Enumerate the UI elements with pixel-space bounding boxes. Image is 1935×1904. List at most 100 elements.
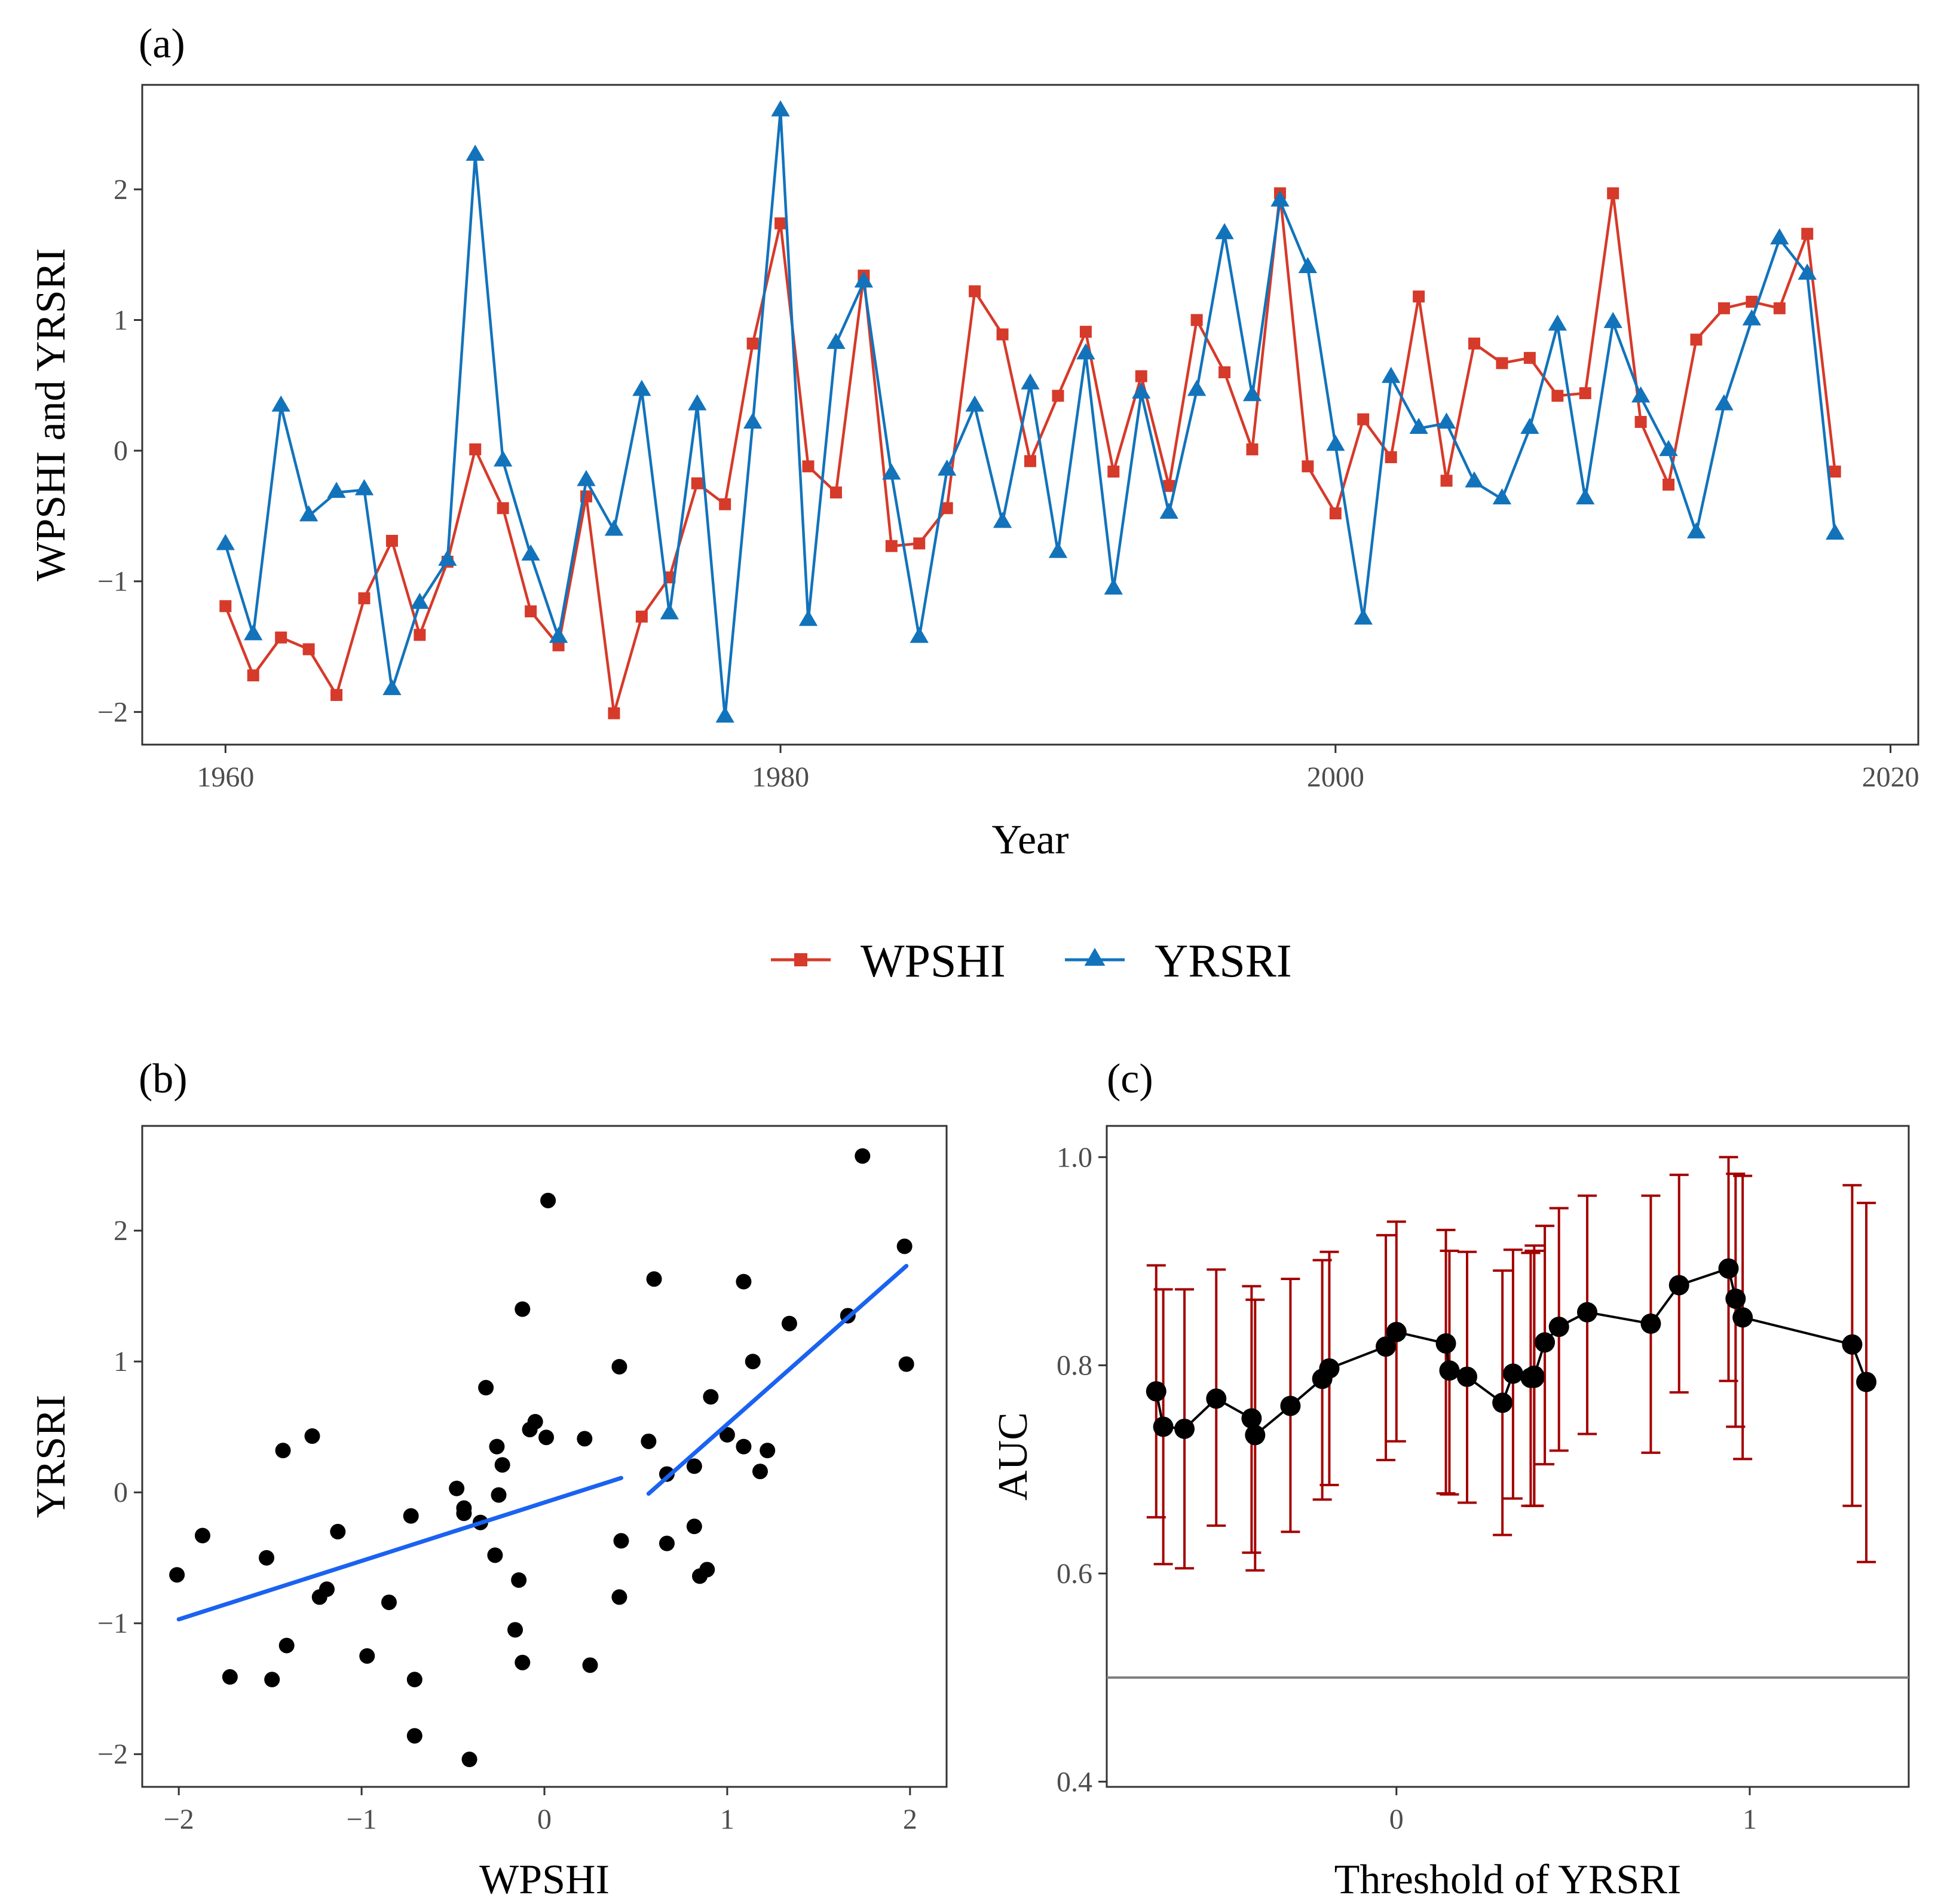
x-tick-label: 1 <box>1743 1804 1757 1835</box>
yrsri-point <box>1437 412 1456 429</box>
auc-point <box>1577 1302 1598 1323</box>
panel-c-frame <box>1106 1125 1910 1788</box>
x-axis-title: WPSHI <box>479 1857 610 1903</box>
yrsri-point <box>438 549 457 566</box>
wpshi-point <box>469 443 482 455</box>
yrsri-point <box>1576 488 1595 505</box>
auc-point <box>1502 1363 1523 1384</box>
wpshi-point <box>1135 370 1147 382</box>
legend-key-marker-wpshi <box>794 953 807 966</box>
wpshi-point <box>219 600 232 613</box>
auc-point <box>1842 1334 1863 1355</box>
x-tick-label: 0 <box>1389 1804 1404 1835</box>
yrsri-point <box>382 679 402 696</box>
auc-point <box>1206 1388 1227 1409</box>
yrsri-point <box>549 626 568 643</box>
y-tick-label: 2 <box>114 174 128 206</box>
wpshi-point <box>941 502 953 515</box>
wpshi-point <box>691 477 703 489</box>
panel-b-label: (b) <box>139 1056 188 1102</box>
scatter-point <box>491 1487 507 1503</box>
auc-point <box>1146 1381 1166 1402</box>
yrsri-point <box>882 463 901 480</box>
scatter-point <box>494 1457 510 1473</box>
wpshi-point <box>885 540 898 552</box>
yrsri-point <box>1826 524 1845 540</box>
yrsri-point <box>938 459 957 476</box>
wpshi-point <box>829 486 842 499</box>
wpshi-point <box>1302 460 1314 473</box>
x-tick-label: 1980 <box>752 761 809 793</box>
scatter-point <box>719 1427 735 1443</box>
wpshi-point <box>1829 466 1841 478</box>
scatter-point <box>456 1505 472 1522</box>
scatter-point <box>515 1301 531 1317</box>
wpshi-point <box>719 498 731 510</box>
yrsri-point <box>521 544 540 561</box>
wpshi-point <box>247 669 259 682</box>
wpshi-point <box>497 502 509 515</box>
panel-b-frame <box>141 1125 948 1788</box>
yrsri-point <box>410 592 430 609</box>
scatter-point <box>582 1657 598 1673</box>
yrsri-point <box>1770 228 1789 244</box>
wpshi-point <box>1551 390 1564 402</box>
panel-a-line-chart: 1960 1980 2000 2020 −2 −1 0 1 2 Year WPSHI and YRS… <box>28 84 1919 863</box>
wpshi-point <box>1107 466 1120 478</box>
x-tick-label: 1 <box>720 1804 734 1835</box>
yrsri-point <box>1354 608 1373 625</box>
scatter-point <box>699 1562 715 1578</box>
yrsri-point <box>271 395 290 412</box>
auc-point <box>1856 1372 1877 1392</box>
wpshi-point <box>1440 475 1453 487</box>
wpshi-point <box>1052 390 1064 402</box>
scatter-point <box>461 1752 477 1768</box>
yrsri-point <box>771 100 790 117</box>
wpshi-point <box>1496 357 1508 369</box>
scatter-point <box>686 1458 702 1474</box>
x-tick-label: −2 <box>164 1804 194 1835</box>
y-tick-label: 1 <box>114 305 128 336</box>
yrsri-point <box>993 512 1012 528</box>
y-tick-label: 1 <box>114 1346 128 1378</box>
scatter-point <box>686 1519 702 1535</box>
y-tick-label: −1 <box>97 566 128 598</box>
y-tick-label: 2 <box>114 1215 128 1247</box>
yrsri-point <box>1326 434 1345 451</box>
yrsri-point <box>1242 385 1262 402</box>
auc-point <box>1457 1366 1478 1387</box>
wpshi-point <box>1163 480 1175 492</box>
yrsri-point <box>854 271 874 288</box>
y-tick-label: 0.8 <box>1057 1350 1092 1382</box>
wpshi-point <box>1773 302 1786 314</box>
wpshi-point <box>996 328 1009 341</box>
yrsri-point <box>1021 373 1040 390</box>
wpshi-point <box>1662 478 1675 491</box>
yrsri-point <box>604 519 624 536</box>
wpshi-point <box>1024 455 1036 467</box>
x-tick-label: −1 <box>347 1804 377 1835</box>
yrsri-point <box>1492 488 1512 505</box>
scatter-point <box>659 1535 675 1551</box>
wpshi-point <box>802 460 815 473</box>
panel-c-label: (c) <box>1107 1056 1153 1102</box>
yrsri-point <box>1215 223 1234 240</box>
panel-a-label: (a) <box>139 21 185 67</box>
wpshi-point <box>635 610 648 623</box>
scatter-point <box>381 1594 397 1611</box>
scatter-point <box>304 1428 320 1444</box>
wpshi-point <box>1746 295 1758 308</box>
wpshi-point <box>1190 314 1203 326</box>
scatter-point <box>489 1438 505 1455</box>
wpshi-point <box>1329 507 1342 520</box>
x-tick-label: 2020 <box>1862 761 1919 793</box>
wpshi-point <box>385 534 398 547</box>
auc-point <box>1280 1395 1301 1416</box>
yrsri-point <box>1132 382 1151 399</box>
wpshi-point <box>1523 351 1536 364</box>
y-tick-label: 1.0 <box>1057 1141 1092 1173</box>
scatter-point <box>752 1464 768 1480</box>
y-axis-title: AUC <box>990 1412 1036 1501</box>
wpshi-point <box>302 643 315 656</box>
